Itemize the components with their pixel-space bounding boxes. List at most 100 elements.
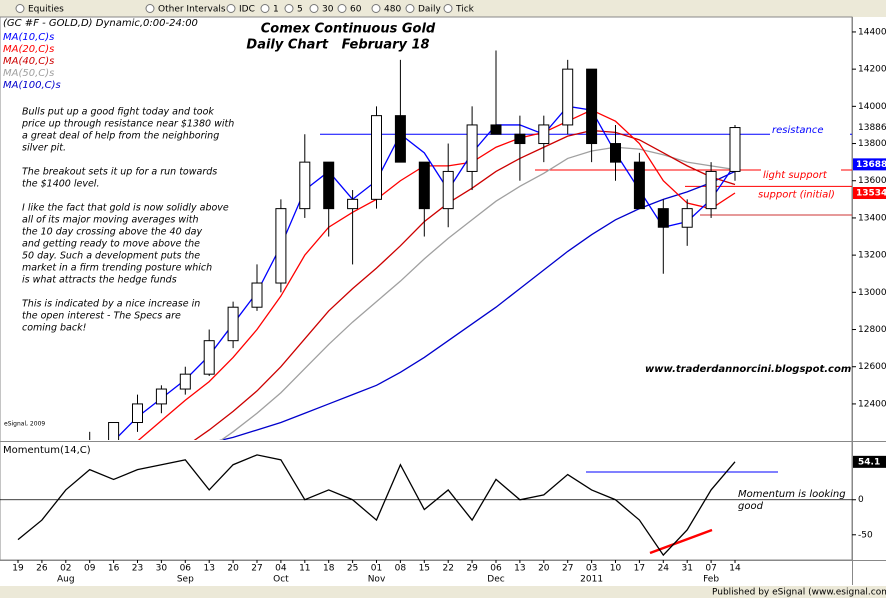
x-month-label: Oct bbox=[273, 575, 289, 585]
toolbar-button: 480 bbox=[384, 5, 401, 15]
x-tick-label: 18 bbox=[323, 564, 335, 574]
y-tick-label: -50 bbox=[858, 530, 873, 540]
footer-bar bbox=[0, 586, 886, 598]
x-tick-label: 27 bbox=[562, 564, 573, 574]
x-tick-label: 11 bbox=[299, 564, 310, 574]
y-tick-label: 13200 bbox=[858, 251, 886, 261]
candle-body bbox=[108, 422, 120, 440]
commentary-line: the $1400 level. bbox=[22, 179, 99, 190]
toolbar-button: 1 bbox=[273, 5, 279, 15]
commentary-line: Bulls put up a good fight today and took bbox=[22, 107, 214, 118]
momentum-note: good bbox=[738, 501, 764, 512]
symbol-title: (GC #F - GOLD,D) Dynamic,0:00-24:00 bbox=[3, 18, 198, 29]
toolbar-icon bbox=[284, 4, 294, 13]
plot-frame bbox=[0, 16, 853, 561]
y-tick-label: 13000 bbox=[858, 288, 886, 298]
toolbar-icon bbox=[145, 4, 155, 13]
y-tick-label: 13400 bbox=[858, 213, 886, 223]
toolbar-button: 30 bbox=[322, 5, 334, 15]
candle-body bbox=[705, 170, 717, 210]
candle-body bbox=[490, 124, 502, 135]
x-tick-label: 19 bbox=[12, 564, 24, 574]
commentary-line: is what attracts the hedge funds bbox=[22, 275, 177, 286]
commentary-line: silver pit. bbox=[22, 143, 66, 154]
commentary-line: 50 day. Such a development puts the bbox=[22, 251, 200, 262]
chart-subtitle: Daily Chart February 18 bbox=[246, 38, 429, 53]
candle-body bbox=[203, 340, 215, 375]
level-label-bg bbox=[761, 168, 841, 181]
candle-body bbox=[275, 208, 287, 284]
level-label-bg bbox=[756, 188, 836, 201]
x-tick-label: 09 bbox=[84, 564, 96, 574]
momentum-trendline bbox=[649, 528, 713, 555]
legend-entry: MA(10,C)s bbox=[3, 32, 54, 43]
level-label: support (initial) bbox=[758, 189, 835, 200]
toolbar-button: Equities bbox=[28, 5, 64, 15]
toolbar-button: Other Intervals bbox=[158, 5, 226, 15]
x-tick-label: 14 bbox=[729, 564, 741, 574]
x-tick-label: 23 bbox=[132, 564, 143, 574]
y-tick-label: 14200 bbox=[858, 65, 886, 75]
momentum-line bbox=[17, 454, 736, 557]
candle-body bbox=[347, 198, 359, 210]
website: www.traderdannorcini.blogspot.com bbox=[645, 364, 851, 375]
x-month-label: Aug bbox=[57, 575, 75, 585]
toolbar bbox=[0, 0, 886, 17]
x-month-label: Nov bbox=[368, 575, 386, 585]
y-tick-label: 12600 bbox=[858, 362, 886, 372]
x-tick-label: 15 bbox=[419, 564, 430, 574]
y-tick-label: 12800 bbox=[858, 325, 886, 335]
x-tick-label: 06 bbox=[490, 564, 502, 574]
toolbar-icon bbox=[443, 4, 453, 13]
x-tick-label: 26 bbox=[36, 564, 48, 574]
toolbar-icon bbox=[371, 4, 381, 13]
value-marker-label: 13534 bbox=[856, 189, 886, 199]
candle-body bbox=[227, 306, 239, 342]
x-month-label: Dec bbox=[487, 575, 504, 585]
commentary-line: The breakout sets it up for a run toward… bbox=[22, 167, 217, 178]
y-tick-label: 13600 bbox=[858, 176, 886, 186]
x-tick-label: 17 bbox=[634, 564, 645, 574]
y-tick-label: 13800 bbox=[858, 139, 886, 149]
toolbar-icon bbox=[337, 4, 347, 13]
x-tick-label: 10 bbox=[610, 564, 622, 574]
commentary-line: This is indicated by a nice increase in bbox=[22, 299, 200, 310]
commentary-line: the open interest - The Specs are bbox=[22, 311, 181, 322]
value-marker bbox=[853, 187, 886, 200]
momentum-plot bbox=[17, 454, 736, 557]
x-tick-label: 24 bbox=[658, 564, 670, 574]
y-tick-label: 14000 bbox=[858, 102, 886, 112]
x-month-label: Feb bbox=[703, 575, 719, 585]
value-marker bbox=[853, 158, 886, 171]
y-tick-label: 0 bbox=[858, 495, 864, 505]
commentary-line: coming back! bbox=[22, 323, 87, 334]
x-tick-label: 04 bbox=[275, 564, 287, 574]
x-tick-label: 20 bbox=[538, 564, 550, 574]
candle-body bbox=[299, 161, 311, 210]
moving-average bbox=[219, 170, 736, 440]
candle-body bbox=[538, 124, 550, 145]
x-tick-label: 30 bbox=[156, 564, 168, 574]
candle-body bbox=[610, 143, 621, 163]
toolbar-icon bbox=[309, 4, 319, 13]
x-tick-label: 13 bbox=[203, 564, 214, 574]
candle-body bbox=[132, 403, 143, 424]
candle-body bbox=[514, 133, 526, 145]
toolbar-icon bbox=[15, 4, 25, 13]
momentum-title: Momentum(14,C) bbox=[3, 445, 91, 456]
commentary-line: I like the fact that gold is now solidly… bbox=[22, 203, 229, 214]
candle-body bbox=[586, 68, 598, 145]
momentum-note: Momentum is looking bbox=[738, 489, 846, 500]
candle-body bbox=[418, 161, 430, 210]
x-month-label: Sep bbox=[177, 575, 194, 585]
candle-body bbox=[179, 373, 191, 390]
chart-title: Comex Continuous Gold bbox=[261, 22, 436, 37]
x-tick-label: 22 bbox=[442, 564, 453, 574]
footer: Published by eSignal (www.esignal.com) bbox=[712, 588, 886, 598]
toolbar-icon bbox=[405, 4, 415, 13]
commentary-line: and getting ready to move above the bbox=[22, 239, 200, 250]
candle-body bbox=[371, 115, 382, 200]
level-label-bg bbox=[770, 124, 850, 137]
toolbar-button: Tick bbox=[455, 5, 475, 15]
